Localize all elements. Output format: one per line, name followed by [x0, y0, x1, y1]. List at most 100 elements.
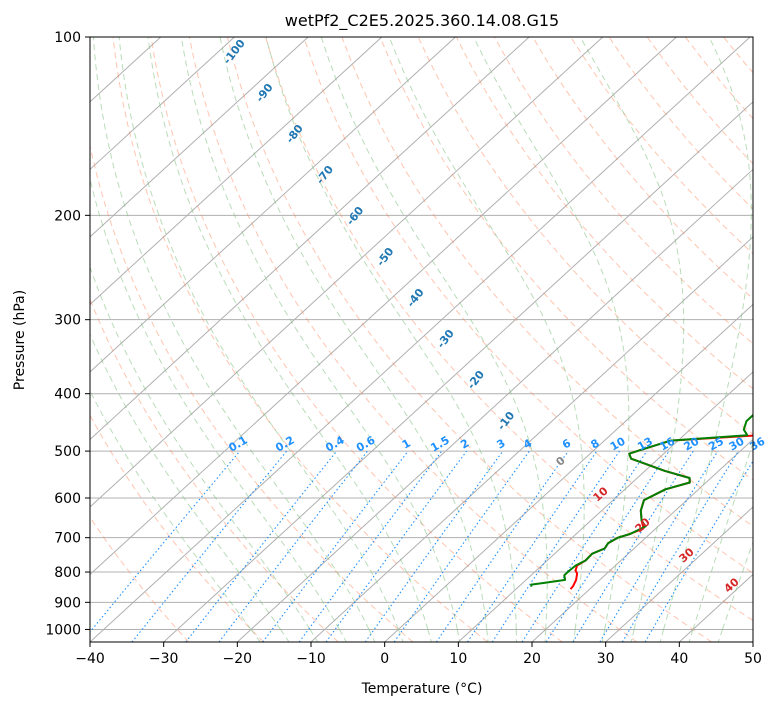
dry-adiabat	[90, 516, 190, 642]
sounding-profiles	[530, 413, 753, 590]
y-tick-label: 700	[54, 531, 81, 547]
mixing-ratio-line	[185, 450, 338, 642]
isotherm-label: -40	[404, 286, 427, 310]
y-tick-label: 900	[54, 595, 81, 611]
dry-adiabat	[341, 37, 753, 527]
moist-adiabat	[147, 37, 429, 630]
isotherm-line	[236, 168, 753, 642]
y-tick-label: 800	[54, 565, 81, 581]
mixing-ratio-label: 2	[458, 437, 471, 452]
mixing-ratio-line	[435, 450, 569, 642]
moist-adiabat	[630, 629, 635, 642]
y-tick-label: 300	[54, 313, 81, 329]
x-axis-label: Temperature (°C)	[361, 681, 483, 697]
dry-adiabat	[150, 37, 563, 642]
x-tick-label: 50	[744, 651, 762, 667]
moist-adiabat	[717, 629, 723, 642]
isotherm-line	[752, 641, 753, 642]
isotherm-label-lower: 10	[591, 484, 611, 504]
moist-adiabat	[456, 629, 461, 642]
moist-adiabat	[180, 37, 458, 630]
y-tick-label: 1000	[45, 622, 81, 638]
mixing-ratio-line	[262, 450, 409, 642]
moist-adiabat	[722, 540, 753, 630]
mixing-ratio-line	[545, 450, 670, 642]
plot-frame	[89, 36, 754, 643]
y-tick-label: 500	[54, 444, 81, 460]
dry-adiabat	[226, 37, 712, 642]
isotherm-label: -10	[495, 409, 518, 433]
moist-adiabats	[90, 37, 753, 642]
mixing-ratio-line	[131, 450, 288, 642]
mixing-ratio-lines	[90, 450, 753, 642]
isotherm-line	[457, 371, 753, 642]
isotherm-line	[310, 236, 753, 642]
moist-adiabat	[338, 629, 347, 642]
moist-adiabat	[663, 37, 752, 630]
moist-adiabat	[688, 629, 694, 642]
moist-adiabat	[388, 37, 585, 630]
moist-adiabat	[118, 37, 399, 630]
mixing-ratio-line	[364, 450, 504, 642]
isotherm-label-lower: 40	[722, 575, 742, 595]
moist-adiabat	[280, 629, 290, 642]
grid	[90, 37, 753, 642]
moist-adiabat	[692, 440, 753, 630]
mixing-ratio-label: 6	[560, 436, 573, 451]
dry-adiabat	[417, 37, 753, 435]
x-tick-label: −30	[149, 651, 179, 667]
mixing-ratio-line	[521, 450, 648, 642]
moist-adiabat	[320, 37, 548, 630]
y-tick-label: 600	[54, 491, 81, 507]
temperature-profile	[569, 434, 753, 590]
x-tick-label: 30	[597, 651, 615, 667]
mixing-ratio-label: 1	[400, 437, 413, 452]
dry-adiabat	[532, 37, 753, 300]
isotherm-line	[678, 573, 753, 642]
dry-adiabat	[379, 37, 753, 481]
moist-adiabat	[309, 629, 319, 642]
x-tick-label: 40	[670, 651, 688, 667]
mixing-ratio-line	[621, 450, 739, 642]
moist-adiabat	[265, 37, 517, 630]
moist-adiabat	[90, 389, 252, 630]
mixing-ratio-line	[298, 450, 443, 642]
moist-adiabat	[427, 629, 432, 642]
mixing-ratio-line	[572, 450, 694, 642]
isotherm-label: -20	[465, 368, 488, 392]
isotherm-label: -30	[434, 327, 457, 351]
isotherm-line	[163, 101, 753, 642]
mixing-ratio-line	[90, 450, 241, 633]
mixing-ratio-label: 3	[494, 437, 507, 452]
isotherm-label: -80	[283, 122, 306, 146]
isotherm-line	[384, 303, 753, 642]
y-tick-label: 200	[54, 208, 81, 224]
moist-adiabat	[659, 629, 665, 642]
mixing-ratio-label: 8	[588, 437, 601, 452]
y-tick-label: 400	[54, 387, 81, 403]
isotherm-line	[605, 506, 753, 642]
dry-adiabats	[90, 37, 753, 642]
plot-area	[90, 37, 753, 642]
isotherm-line	[90, 37, 383, 306]
dry-adiabat	[455, 37, 753, 390]
moist-adiabat	[579, 37, 685, 630]
isotherm-label: -60	[344, 204, 367, 228]
isotherm-label-lower: 30	[677, 545, 697, 565]
moist-adiabat	[90, 177, 340, 630]
isotherm-line	[531, 438, 753, 642]
mixing-ratio-line	[599, 450, 719, 642]
isotherm-line	[90, 37, 677, 576]
moist-adiabat	[601, 629, 606, 642]
dry-adiabat	[265, 37, 753, 622]
isotherm-line	[90, 37, 751, 642]
moist-adiabat	[92, 37, 370, 630]
mixing-ratio-line	[325, 450, 468, 642]
isotherm-line	[90, 37, 604, 508]
isotherm-line	[90, 37, 530, 441]
moist-adiabat	[90, 333, 281, 630]
dewpoint-profile	[530, 413, 753, 587]
moist-adiabat	[368, 629, 376, 642]
line-labels: 0.1 0.2 0.4 0.6 1 1.5 2 3 4 6 8 10 13 16 20 25 30 36-100-…	[221, 37, 768, 596]
x-tick-label: −40	[75, 651, 105, 667]
